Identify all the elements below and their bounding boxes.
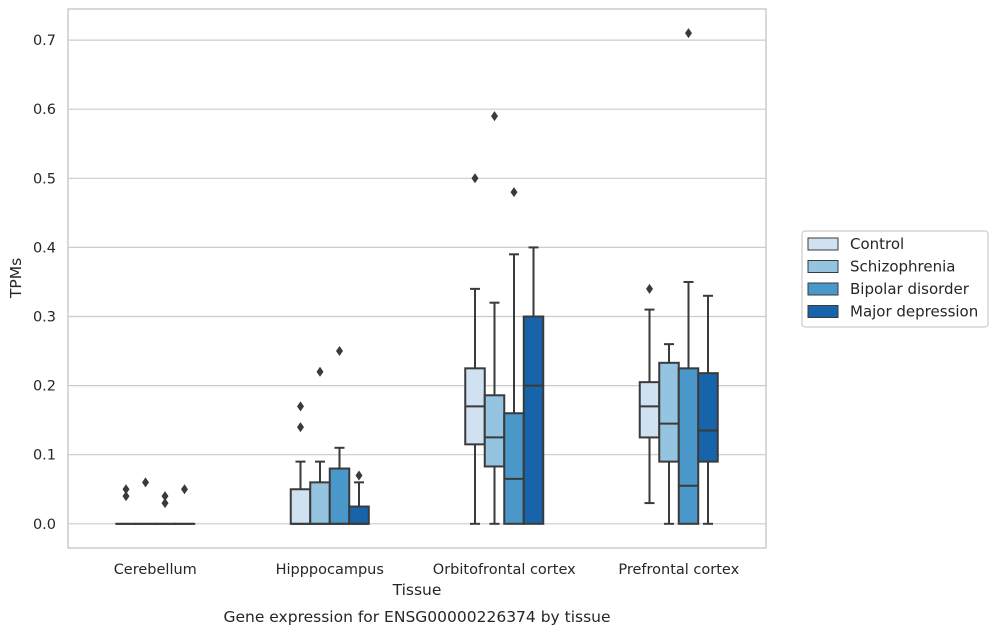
box-layer — [116, 28, 718, 524]
box-group — [136, 477, 156, 523]
outlier-point — [181, 484, 188, 494]
box-group — [330, 346, 350, 524]
legend-label: Major depression — [850, 303, 978, 321]
outlier-point — [511, 187, 518, 197]
outlier-point — [142, 477, 149, 487]
outlier-point — [646, 284, 653, 294]
outlier-point — [472, 173, 479, 183]
y-tick-label: 0.3 — [33, 310, 56, 326]
box-group — [698, 296, 718, 524]
box-rect — [640, 382, 660, 437]
x-tick-label: Hipppocampus — [276, 562, 384, 578]
legend-swatch — [808, 283, 838, 295]
box-group — [679, 28, 699, 524]
y-tick-label: 0.5 — [33, 171, 56, 187]
y-tick-label: 0.4 — [33, 240, 56, 256]
box-rect — [524, 317, 544, 524]
outlier-point — [317, 367, 324, 377]
box-rect — [698, 373, 718, 461]
x-tick-labels: Cerebellum Hipppocampus Orbitofrontal cort… — [114, 562, 740, 578]
outlier-point — [685, 28, 692, 38]
box-group — [116, 484, 136, 524]
box-group — [310, 367, 330, 524]
outlier-point — [356, 470, 363, 480]
box-group — [291, 401, 311, 523]
legend-label: Bipolar disorder — [850, 280, 970, 298]
legend-swatch — [808, 238, 838, 250]
y-axis-label: TPMs — [7, 258, 25, 299]
outlier-point — [297, 401, 304, 411]
outlier-point — [162, 498, 169, 508]
outlier-point — [297, 422, 304, 432]
y-tick-labels: 0.0 0.1 0.2 0.3 0.4 0.5 0.6 0.7 — [33, 33, 56, 533]
box-group — [349, 470, 369, 523]
outlier-point — [491, 111, 498, 121]
box-rect — [659, 363, 679, 462]
y-tick-label: 0.0 — [33, 517, 56, 533]
box-group — [659, 344, 679, 524]
box-rect — [310, 482, 330, 523]
box-rect — [485, 395, 505, 466]
box-group — [175, 484, 195, 524]
y-tick-label: 0.1 — [33, 448, 56, 464]
chart-title: Gene expression for ENSG00000226374 by t… — [223, 608, 610, 626]
y-tick-label: 0.2 — [33, 379, 56, 395]
box-group — [465, 173, 485, 524]
box-group — [155, 491, 175, 524]
legend-swatch — [808, 306, 838, 318]
y-tick-label: 0.6 — [33, 102, 56, 118]
box-rect — [291, 489, 311, 524]
y-tick-label: 0.7 — [33, 33, 56, 49]
legend-label: Control — [850, 235, 904, 253]
box-rect — [679, 368, 699, 523]
legend-swatch — [808, 261, 838, 273]
outlier-point — [336, 346, 343, 356]
x-tick-label: Cerebellum — [114, 562, 197, 578]
box-group — [504, 187, 524, 524]
outlier-point — [123, 491, 130, 501]
box-rect — [349, 507, 369, 524]
legend-label: Schizophrenia — [850, 258, 955, 276]
legend: Control Schizophrenia Bipolar disorder Majo… — [802, 231, 988, 327]
x-axis-label: Tissue — [392, 581, 442, 599]
x-tick-label: Prefrontal cortex — [618, 562, 739, 578]
x-tick-label: Orbitofrontal cortex — [433, 562, 576, 578]
box-group — [485, 111, 505, 524]
plot-frame — [68, 9, 766, 548]
box-rect — [330, 469, 350, 524]
box-group — [524, 247, 544, 523]
box-rect — [504, 413, 524, 524]
